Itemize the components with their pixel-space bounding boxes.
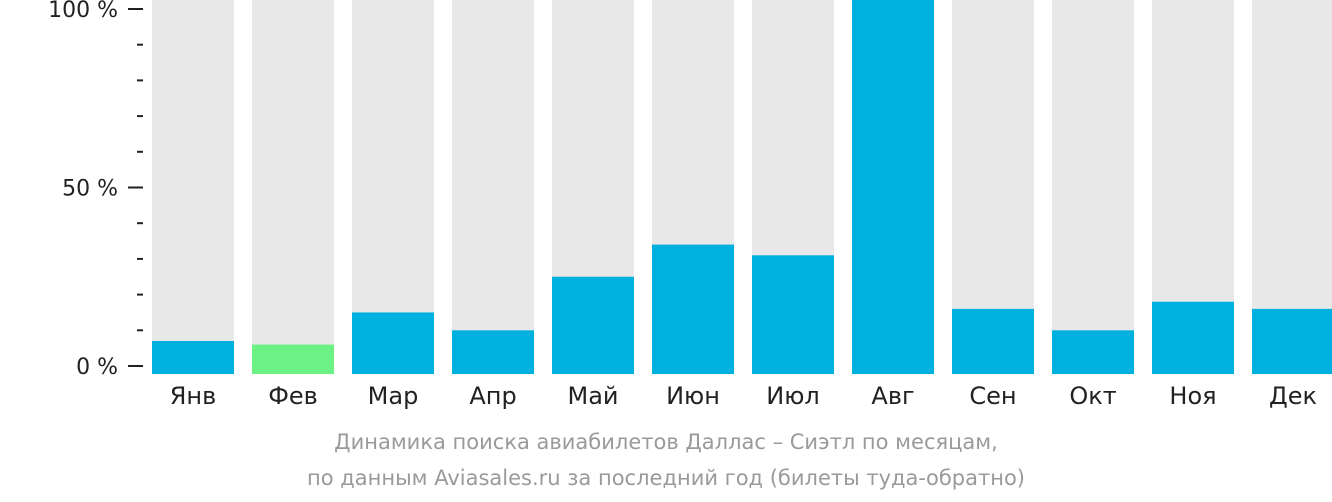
bar-Фев: [252, 344, 334, 374]
x-tick-label: Май: [567, 382, 618, 410]
x-tick-label: Авг: [871, 382, 914, 410]
x-tick-label: Окт: [1069, 382, 1116, 410]
x-tick-label: Июн: [666, 382, 720, 410]
bar-background: [1052, 0, 1134, 374]
bar-background: [152, 0, 234, 374]
x-tick-label: Апр: [469, 382, 516, 410]
chart-caption-line-1: Динамика поиска авиабилетов Даллас – Сиэ…: [334, 430, 998, 454]
chart-caption-line-2: по данным Aviasales.ru за последний год …: [307, 466, 1025, 490]
x-tick-label: Фев: [268, 382, 318, 410]
bar-background: [352, 0, 434, 374]
bar-Мар: [352, 312, 434, 374]
y-tick-label: 100 %: [48, 0, 118, 23]
bar-Окт: [1052, 330, 1134, 374]
x-tick-label: Июл: [766, 382, 820, 410]
x-tick-label: Ноя: [1169, 382, 1216, 410]
x-tick-label: Мар: [368, 382, 419, 410]
x-tick-label: Дек: [1269, 382, 1317, 410]
bar-Май: [552, 276, 634, 374]
x-tick-label: Янв: [170, 382, 217, 410]
bar-Июн: [652, 244, 734, 374]
bar-Апр: [452, 330, 534, 374]
bar-Ноя: [1152, 301, 1234, 374]
x-tick-label: Сен: [969, 382, 1016, 410]
y-tick-label: 0 %: [76, 355, 118, 380]
bar-Сен: [952, 308, 1034, 374]
y-tick-label: 50 %: [62, 177, 118, 202]
bar-Дек: [1252, 308, 1332, 374]
bar-background: [252, 0, 334, 374]
bar-chart: 0 % 50 % 100 % Янв Фев Мар Апр Май Июн Июл Авг Сен…: [48, 0, 1332, 410]
y-axis: 0 % 50 % 100 %: [48, 0, 143, 380]
x-axis-labels: Янв Фев Мар Апр Май Июн Июл Авг Сен Окт Ноя Дек: [170, 382, 1317, 410]
bar-Июл: [752, 255, 834, 374]
bar-background: [452, 0, 534, 374]
bars: [152, 0, 1332, 374]
bar-Янв: [152, 341, 234, 374]
bar-Авг: [852, 0, 934, 374]
